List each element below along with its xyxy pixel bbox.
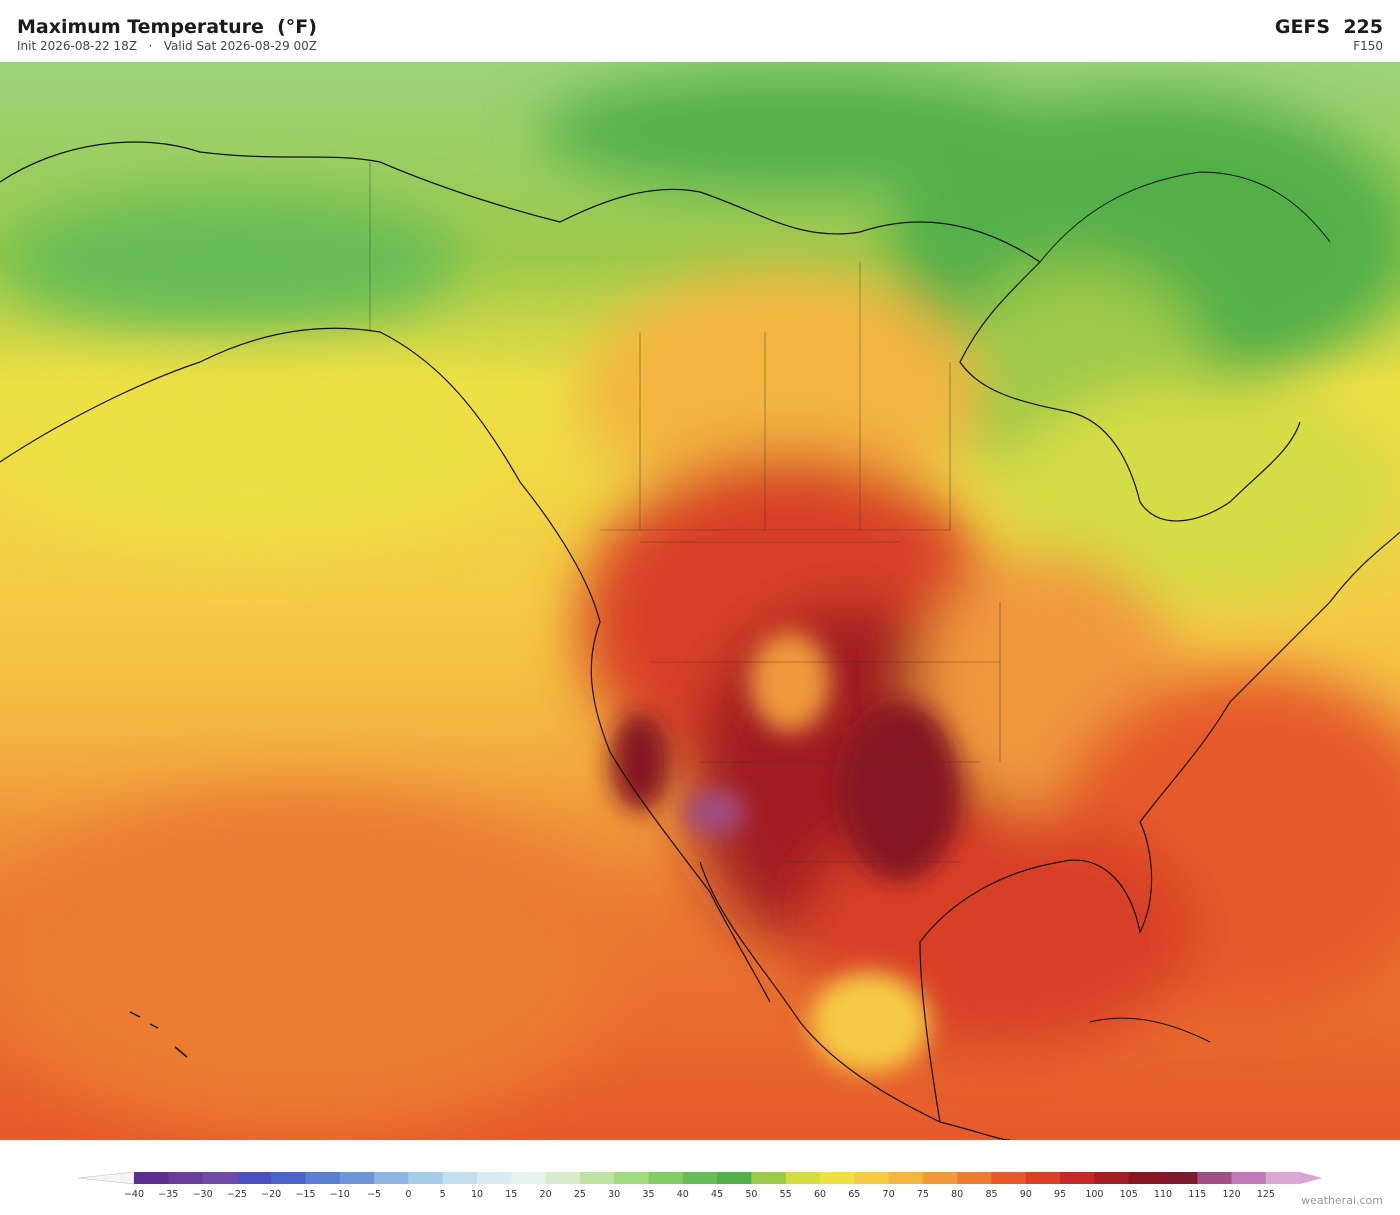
colorbar-label: −35 [158,1189,178,1200]
colorbar-bin [717,1172,752,1184]
colorbar-bin [957,1172,992,1184]
colorbar-bin [134,1172,169,1184]
colorbar-bin [168,1172,204,1184]
colorbar-bin [408,1172,444,1184]
colorbar-bin [1265,1172,1301,1184]
colorbar-label: 50 [745,1189,757,1200]
colorbar-bin [579,1172,615,1184]
colorbar-bin [888,1172,924,1184]
colorbar-bin [854,1172,890,1184]
colorbar-label: −30 [193,1189,213,1200]
colorbar-bin [374,1172,409,1184]
colorbar-label: 10 [471,1189,483,1200]
forecast-hour: F150 [1353,39,1383,53]
colorbar-bin [477,1172,512,1184]
colorbar-label: 115 [1188,1189,1206,1200]
colorbar-bin [202,1172,238,1184]
colorbar-label: 25 [574,1189,586,1200]
colorbar-bin [682,1172,718,1184]
colorbar-bin [339,1172,375,1184]
colorbar-bin [785,1172,821,1184]
colorbar-bin [511,1172,547,1184]
coastlines [0,141,1400,1140]
colorbar-label: −15 [295,1189,315,1200]
colorbar-bin [614,1172,649,1184]
colorbar-bin [1128,1172,1164,1184]
colorbar-label: 60 [814,1189,826,1200]
colorbar-label: 75 [917,1189,929,1200]
colorbar-bin [545,1172,581,1184]
colorbar-label: 110 [1154,1189,1172,1200]
colorbar-bin [271,1172,306,1184]
colorbar: −40 −35 −30 −25 −20 −15 −10 −5 0 5 10 15 20 25 30 35 40 4… [77,1171,1323,1200]
colorbar-over [1300,1172,1323,1184]
temperature-map [0,62,1400,1140]
hot-spots [610,632,960,1072]
colorbar-bin [1025,1172,1061,1184]
colorbar-bin [922,1172,958,1184]
colorbar-label: 100 [1085,1189,1103,1200]
colorbar-label: 65 [848,1189,860,1200]
colorbar-label: 120 [1223,1189,1241,1200]
map-subtitle: Init 2026-08-22 18Z · Valid Sat 2026-08-… [17,39,318,53]
credit: weatherai.com [1301,1194,1383,1207]
colorbar-label: −40 [124,1189,144,1200]
colorbar-label: 85 [985,1189,997,1200]
colorbar-bin [1197,1172,1233,1184]
colorbar-label: −5 [367,1189,381,1200]
colorbar-label: 45 [711,1189,723,1200]
borders [369,162,1001,863]
colorbar-label: 125 [1257,1189,1275,1200]
colorbar-label: 95 [1054,1189,1066,1200]
colorbar-bin [1231,1172,1267,1184]
colorbar-label: 40 [677,1189,689,1200]
colorbar-under [77,1171,135,1185]
colorbar-label: 30 [608,1189,620,1200]
colorbar-label: 15 [505,1189,517,1200]
colorbar-bin [236,1172,272,1184]
colorbar-label: 35 [642,1189,654,1200]
colorbar-bin [991,1172,1027,1184]
colorbar-label: −10 [330,1189,350,1200]
colorbar-label: −25 [227,1189,247,1200]
model-label: GEFS 225 [1274,16,1383,38]
colorbar-label: 20 [540,1189,552,1200]
colorbar-label: 105 [1120,1189,1138,1200]
colorbar-label: −20 [261,1189,281,1200]
colorbar-bin [442,1172,478,1184]
colorbar-bin [751,1172,787,1184]
colorbar-label: 90 [1020,1189,1032,1200]
colorbar-bin [648,1172,684,1184]
colorbar-bin [820,1172,855,1184]
colorbar-label: 0 [405,1189,411,1200]
colorbar-bin [1094,1172,1130,1184]
colorbar-label: 5 [440,1189,446,1200]
colorbar-bin [305,1172,341,1184]
colorbar-bin [1060,1172,1095,1184]
colorbar-bin [1163,1172,1198,1184]
map-title: Maximum Temperature (°F) [17,16,317,38]
colorbar-label: 70 [883,1189,895,1200]
colorbar-label: 55 [780,1189,792,1200]
colorbar-label: 80 [951,1189,963,1200]
